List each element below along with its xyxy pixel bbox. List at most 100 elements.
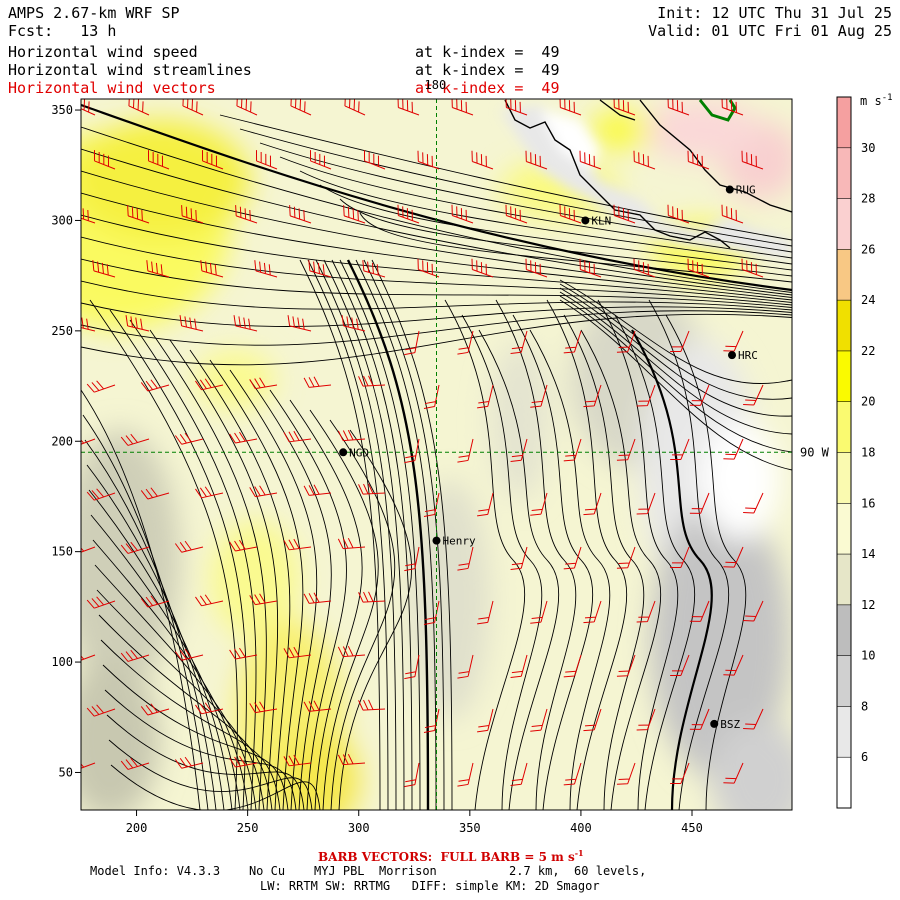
- wind-barb: [140, 595, 170, 608]
- streamline: [108, 739, 313, 810]
- streamline: [338, 429, 413, 810]
- wind-barb: [337, 429, 366, 442]
- y-tick-label: 250: [51, 324, 73, 338]
- wind-barb: [182, 99, 204, 116]
- wind-barb: [471, 150, 494, 170]
- wind-barb: [233, 315, 258, 332]
- station-label: KLN: [591, 214, 611, 227]
- y-tick-label: 50: [59, 765, 73, 779]
- streamline: [239, 128, 792, 247]
- wind-barb: [404, 762, 420, 788]
- wind-barb: [362, 260, 386, 278]
- wind-barb: [559, 204, 582, 224]
- wind-barb: [723, 546, 744, 568]
- x-tick-label: 250: [237, 821, 259, 835]
- wind-barb: [86, 596, 116, 609]
- streamline: [665, 314, 747, 810]
- wind-barb: [283, 430, 312, 443]
- wind-barb: [249, 377, 278, 390]
- y-tick-label: 350: [51, 103, 73, 117]
- streamline: [98, 614, 273, 810]
- wind-barb: [81, 438, 96, 445]
- station-marker: [725, 185, 734, 194]
- wind-barb: [140, 703, 170, 716]
- wind-barb: [525, 150, 548, 170]
- wind-barb: [667, 204, 690, 224]
- streamline: [529, 329, 611, 810]
- wind-barb: [616, 546, 636, 569]
- wind-barb: [140, 487, 170, 500]
- streamline: [559, 279, 792, 384]
- wind-barb: [200, 260, 224, 278]
- colorbar-label: 8: [861, 699, 868, 713]
- wind-barb: [229, 755, 258, 768]
- streamline: [81, 280, 792, 311]
- field-level-speed: at k-index = 49: [415, 43, 560, 61]
- station-label: RUG: [736, 184, 756, 197]
- streamline: [371, 259, 453, 810]
- wind-barb: [249, 485, 278, 498]
- streamline: [84, 439, 217, 810]
- streamline: [259, 142, 792, 253]
- wind-barb: [404, 546, 420, 572]
- field-level-streamlines: at k-index = 49: [415, 61, 560, 79]
- colorbar-swatch: [837, 655, 851, 707]
- wind-barb: [616, 330, 636, 353]
- wind-barb: [670, 438, 690, 461]
- x-tick-label: 400: [570, 821, 592, 835]
- wind-barb: [174, 432, 204, 445]
- wind-barb: [337, 753, 366, 766]
- wind-barb: [343, 205, 366, 224]
- streamline: [129, 319, 257, 810]
- wind-barb: [689, 384, 710, 406]
- x-tick-label: 300: [348, 821, 370, 835]
- wind-barb: [471, 258, 494, 278]
- colorbar-swatch: [837, 452, 851, 504]
- streamline: [82, 414, 209, 810]
- wind-barb: [404, 654, 420, 680]
- wind-barbs: [81, 99, 764, 788]
- streamline: [363, 259, 445, 810]
- streamline: [94, 564, 257, 810]
- streamline: [279, 156, 792, 259]
- streamline: [81, 389, 201, 810]
- streamline: [81, 126, 792, 293]
- plot-area: NGD Henry KLN RUG HRC BSZ: [81, 99, 792, 810]
- colorbar-swatch: [837, 97, 851, 148]
- wind-barb: [477, 708, 494, 733]
- wind-barb: [174, 648, 204, 661]
- model-title: AMPS 2.67-km WRF SP: [8, 4, 180, 22]
- streamline: [495, 299, 577, 810]
- streamline: [461, 314, 543, 810]
- streamline: [331, 259, 413, 810]
- wind-barb: [743, 708, 764, 730]
- colorbar-label: 6: [861, 750, 868, 764]
- wind-barb: [613, 99, 636, 116]
- wind-barb: [423, 492, 440, 517]
- wind-barb: [510, 546, 528, 570]
- streamline: [478, 329, 560, 810]
- wind-barb: [308, 260, 332, 278]
- streamline: [110, 764, 321, 810]
- wind-barb: [120, 433, 150, 446]
- wind-barb: [613, 204, 636, 224]
- station-marker: [710, 719, 719, 728]
- wind-barb: [86, 704, 116, 717]
- field-name-streamlines: Horizontal wind streamlines: [8, 61, 252, 79]
- wind-barb: [457, 330, 474, 355]
- wind-barb: [525, 258, 548, 278]
- streamline: [559, 299, 792, 471]
- streamline: [81, 214, 792, 303]
- streamline: [81, 148, 792, 296]
- station-marker: [728, 351, 737, 360]
- wind-barb: [670, 330, 690, 353]
- stations: NGD Henry KLN RUG HRC BSZ: [339, 184, 758, 731]
- valid-time: Valid: 01 UTC Fri 01 Aug 25: [648, 22, 892, 40]
- streamline: [444, 299, 526, 810]
- wind-barb: [81, 546, 96, 553]
- colorbar-swatch: [837, 554, 851, 605]
- wind-barb: [510, 654, 528, 678]
- wind-barb: [229, 647, 258, 660]
- wind-barb: [341, 315, 366, 332]
- wind-barb: [417, 258, 440, 278]
